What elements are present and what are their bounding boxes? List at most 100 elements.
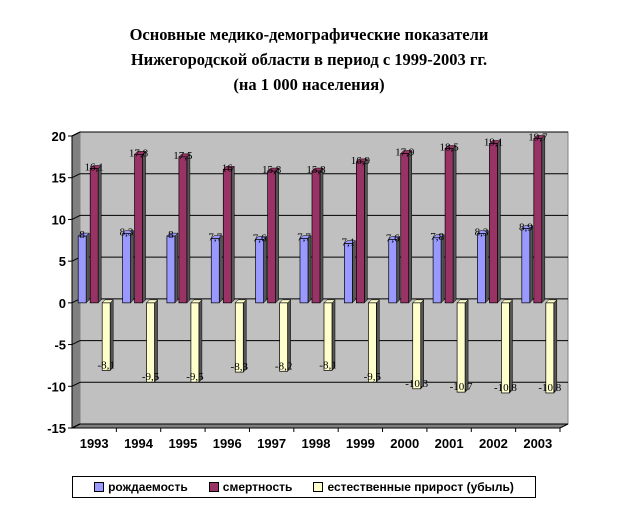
data-label-s2-1998: -8,1	[319, 359, 336, 371]
data-label-s1-1999: 16,9	[351, 155, 371, 167]
chart-title-line-3: (на 1 000 населения)	[233, 75, 385, 94]
data-label-s2-1999: -9,5	[364, 371, 382, 383]
data-label-s0-2000: 7,6	[386, 232, 400, 244]
bar-s0-2000	[388, 239, 398, 304]
data-label-s0-1993: 8	[79, 229, 85, 241]
bar-side-s0-2003	[529, 225, 534, 304]
data-label-s2-2000: -10,3	[405, 378, 428, 390]
x-tick-label-1996: 1996	[213, 436, 242, 451]
y-tick-label-3: 0	[59, 296, 66, 311]
bar-s2-1999	[368, 302, 377, 383]
x-tick-label-1994: 1994	[124, 436, 154, 451]
x-tick-label-2001: 2001	[435, 436, 464, 451]
bar-s2-1995	[190, 302, 200, 383]
legend-swatch-natural-growth	[313, 482, 324, 492]
x-tick-label-2002: 2002	[479, 436, 508, 451]
bar-s0-2002	[477, 233, 486, 304]
data-label-s1-2003: 19,7	[528, 132, 548, 144]
bar-s0-1996	[210, 238, 220, 304]
legend-swatch-deaths	[208, 482, 219, 492]
bar-s1-1996	[222, 169, 232, 304]
bar-s1-1994	[134, 154, 143, 304]
data-label-s1-1994: 17,8	[129, 147, 149, 159]
bar-s0-1997	[255, 239, 264, 304]
bar-s2-1993	[101, 302, 111, 371]
bar-s2-1994	[146, 302, 155, 383]
bar-s2-2001	[456, 302, 466, 393]
bar-s1-1999	[356, 161, 365, 304]
bar-side-s2-2003	[553, 299, 558, 394]
bar-side-s0-2002	[485, 230, 489, 304]
bar-side-s1-1997	[275, 167, 279, 304]
bar-s1-2002	[489, 143, 498, 304]
data-label-s0-1999: 7,1	[341, 237, 355, 249]
chart-legend: рождаемость смертность естественные прир…	[72, 476, 536, 498]
bar-s1-2001	[444, 148, 454, 304]
y-tick-label-4: 5	[59, 254, 66, 269]
data-label-s0-1995: 8	[168, 229, 174, 241]
bar-s1-1997	[267, 170, 276, 304]
gridline-depth-0	[71, 423, 81, 429]
data-label-s0-2002: 8,3	[475, 227, 489, 239]
bar-side-s2-1999	[376, 299, 380, 383]
y-tick-label-0: -15	[47, 421, 66, 436]
data-label-s2-1997: -8,2	[275, 360, 292, 372]
bar-s2-1997	[279, 302, 288, 372]
bar-side-s0-1999	[352, 240, 356, 304]
bar-side-s0-1994	[130, 230, 134, 304]
bar-side-s0-1993	[85, 232, 90, 304]
bar-s1-2003	[533, 138, 543, 304]
y-tick-label-2: -5	[54, 338, 66, 353]
x-tick-label-1999: 1999	[346, 436, 375, 451]
bar-side-s2-1995	[198, 299, 203, 383]
legend-item-deaths: смертность	[208, 480, 293, 494]
bar-s0-1995	[166, 235, 176, 304]
chart-title-line-1: Основные медико-демографические показате…	[129, 25, 489, 44]
plot-floor	[71, 423, 569, 429]
x-tick-label-1993: 1993	[80, 436, 109, 451]
data-label-s0-1998: 7,7	[297, 232, 311, 244]
y-tick-label-1: -10	[47, 379, 66, 394]
bar-side-s0-1996	[219, 235, 223, 304]
x-tick-label-1998: 1998	[302, 436, 331, 451]
data-label-s0-1994: 8,3	[120, 227, 134, 239]
data-label-s1-1995: 17,5	[173, 150, 193, 162]
bar-s0-1998	[299, 238, 309, 304]
legend-item-births: рождаемость	[94, 480, 188, 494]
gridline-depth-1	[71, 381, 81, 387]
bar-side-s0-2001	[440, 234, 445, 304]
data-label-s0-1996: 7,7	[208, 232, 222, 244]
data-label-s2-1996: -8,3	[231, 361, 249, 373]
bar-side-s1-1999	[364, 158, 368, 304]
bar-side-s1-1995	[186, 153, 191, 304]
bar-s1-1995	[178, 156, 188, 304]
bar-s2-1998	[323, 302, 333, 371]
data-label-s2-1995: -9,5	[186, 371, 204, 383]
data-label-s1-1993: 16,1	[85, 162, 104, 174]
bar-side-s0-1995	[174, 232, 179, 304]
x-tick-label-1995: 1995	[168, 436, 197, 451]
gridline-depth-2	[71, 340, 81, 346]
bar-side-s1-2000	[408, 149, 412, 304]
bar-side-s0-1998	[307, 235, 312, 304]
legend-label-deaths: смертность	[222, 480, 293, 494]
data-label-s0-1997: 7,6	[253, 232, 267, 244]
bar-side-s1-2001	[452, 144, 457, 304]
bar-side-s1-2002	[497, 139, 501, 304]
x-tick-label-2003: 2003	[523, 436, 552, 451]
x-tick-label-2000: 2000	[390, 436, 419, 451]
bar-side-s1-1998	[319, 167, 324, 304]
bar-s2-2003	[545, 302, 555, 394]
bar-side-s2-2001	[464, 299, 469, 393]
bar-s0-2003	[521, 228, 531, 304]
chart-title: Основные медико-демографические показате…	[0, 22, 618, 97]
y-tick-label-7: 20	[52, 129, 66, 144]
data-label-s0-2001: 7,8	[430, 231, 444, 243]
data-label-s0-2003: 8,9	[519, 222, 533, 234]
bar-side-s1-2003	[541, 134, 546, 304]
bar-s1-2000	[400, 153, 410, 304]
chart-title-line-2: Нижегородской области в период с 1999-20…	[130, 50, 488, 69]
data-label-s2-2002: -10,8	[494, 382, 517, 394]
data-label-s1-1997: 15,8	[262, 164, 282, 176]
